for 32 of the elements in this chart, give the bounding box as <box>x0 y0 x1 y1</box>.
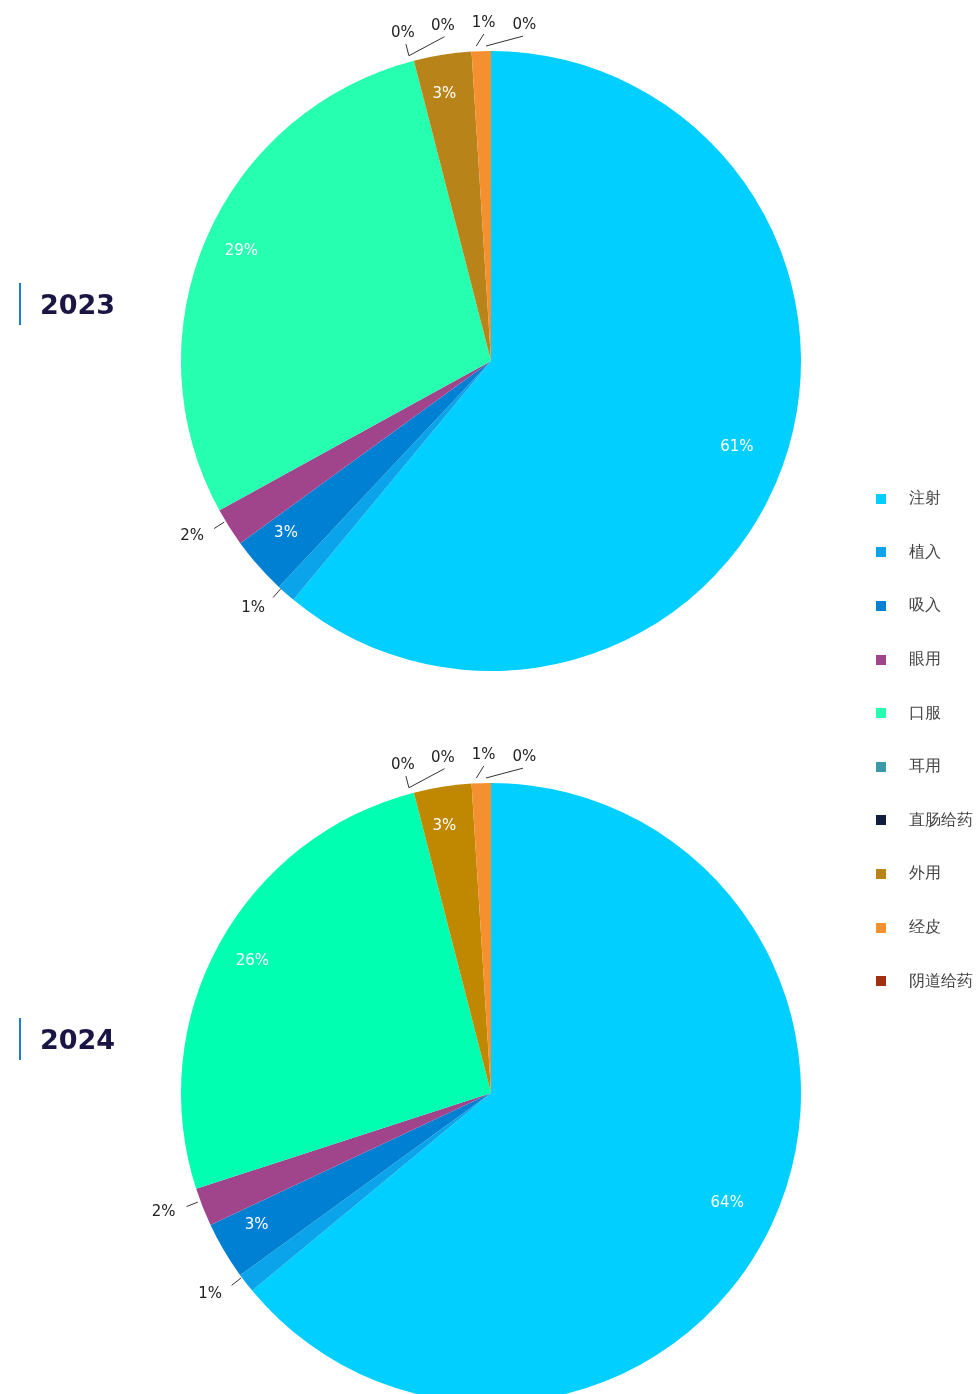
text: 0% <box>431 15 455 34</box>
legend-label: 经皮 <box>909 917 941 939</box>
data-label: 64% <box>710 1192 744 1211</box>
data-label: 3% <box>244 1214 269 1233</box>
legend-label: 直肠给药 <box>909 809 973 831</box>
text: 0% <box>391 755 415 774</box>
data-label: 1% <box>241 597 266 616</box>
data-label: 3% <box>274 523 298 542</box>
legend-label: 眼用 <box>909 649 941 671</box>
data-label: 29% <box>224 241 258 260</box>
text: 0% <box>512 747 537 766</box>
text: 0% <box>431 747 455 766</box>
slice-label: 2023 <box>40 288 116 320</box>
data-label: 26% <box>235 950 270 969</box>
legend-label: 植入 <box>909 541 941 563</box>
data-label: 3% <box>432 83 457 102</box>
data-label: 61% <box>720 437 754 456</box>
text: 0% <box>391 23 415 42</box>
legend-label: 阴道给药 <box>909 970 973 992</box>
legend-label: 注射 <box>909 488 941 510</box>
data-label: 1% <box>198 1283 223 1302</box>
legend-label: 外用 <box>909 863 941 885</box>
data-label: 1% <box>471 745 496 764</box>
slice-label: 2024 <box>40 1023 116 1055</box>
data-label: 2% <box>180 525 204 544</box>
legend-label: 口服 <box>909 702 941 724</box>
data-label: 3% <box>432 815 457 834</box>
legend-label: 吸入 <box>909 595 941 617</box>
data-label: 2% <box>151 1201 176 1220</box>
legend-label: 耳用 <box>909 756 941 778</box>
data-label: 1% <box>471 13 496 32</box>
text: 0% <box>512 15 537 34</box>
